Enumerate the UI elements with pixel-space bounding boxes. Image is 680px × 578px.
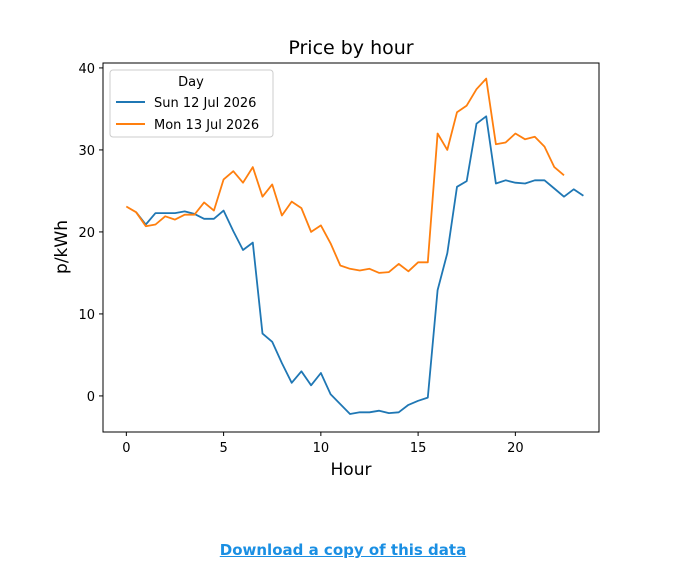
x-axis-label: Hour — [331, 460, 372, 480]
legend-label-mon: Mon 13 Jul 2026 — [154, 118, 259, 133]
y-axis-label: p/kWh — [52, 220, 72, 274]
price-chart: Price by hour 0 5 10 15 20 0 10 20 30 40 Hour p/… — [52, 37, 600, 480]
legend-box — [109, 69, 274, 138]
x-tick-label: 15 — [410, 441, 427, 456]
download-data-link[interactable]: Download a copy of this data — [219, 541, 467, 559]
y-tick-label: 20 — [78, 226, 95, 241]
legend-label-sun: Sun 12 Jul 2026 — [154, 96, 256, 111]
series-line-0 — [135, 115, 584, 415]
x-tick-label: 20 — [507, 441, 524, 456]
y-tick-label: 10 — [78, 308, 95, 323]
x-axis-ticks: 0 5 10 15 20 — [122, 432, 524, 456]
y-tick-label: 0 — [87, 390, 95, 405]
y-tick-label: 40 — [78, 62, 95, 77]
chart-title: Price by hour — [288, 37, 413, 59]
x-tick-label: 10 — [313, 441, 330, 456]
series-line-1 — [125, 77, 565, 274]
series-layer — [125, 77, 584, 415]
y-axis-ticks: 0 10 20 30 40 — [78, 62, 103, 405]
legend-title: Day — [178, 75, 204, 90]
x-tick-label: 0 — [122, 441, 130, 456]
x-tick-label: 5 — [219, 441, 227, 456]
y-tick-label: 30 — [78, 144, 95, 159]
plot-frame — [102, 62, 600, 433]
legend: Day Sun 12 Jul 2026 Mon 13 Jul 2026 — [109, 69, 274, 138]
